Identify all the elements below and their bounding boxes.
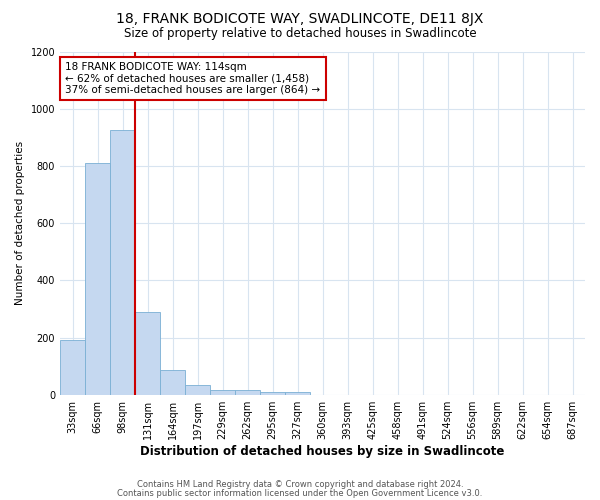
Bar [260, 392, 285, 394]
X-axis label: Distribution of detached houses by size in Swadlincote: Distribution of detached houses by size … [140, 444, 505, 458]
Bar [235, 390, 260, 394]
Text: Contains public sector information licensed under the Open Government Licence v3: Contains public sector information licen… [118, 488, 482, 498]
Bar [60, 340, 85, 394]
Bar [85, 163, 110, 394]
Text: 18, FRANK BODICOTE WAY, SWADLINCOTE, DE11 8JX: 18, FRANK BODICOTE WAY, SWADLINCOTE, DE1… [116, 12, 484, 26]
Bar [160, 370, 185, 394]
Bar [135, 312, 160, 394]
Text: Contains HM Land Registry data © Crown copyright and database right 2024.: Contains HM Land Registry data © Crown c… [137, 480, 463, 489]
Bar [110, 130, 135, 394]
Bar [210, 390, 235, 394]
Bar [185, 384, 210, 394]
Y-axis label: Number of detached properties: Number of detached properties [15, 141, 25, 305]
Text: Size of property relative to detached houses in Swadlincote: Size of property relative to detached ho… [124, 28, 476, 40]
Bar [285, 392, 310, 394]
Text: 18 FRANK BODICOTE WAY: 114sqm
← 62% of detached houses are smaller (1,458)
37% o: 18 FRANK BODICOTE WAY: 114sqm ← 62% of d… [65, 62, 320, 95]
